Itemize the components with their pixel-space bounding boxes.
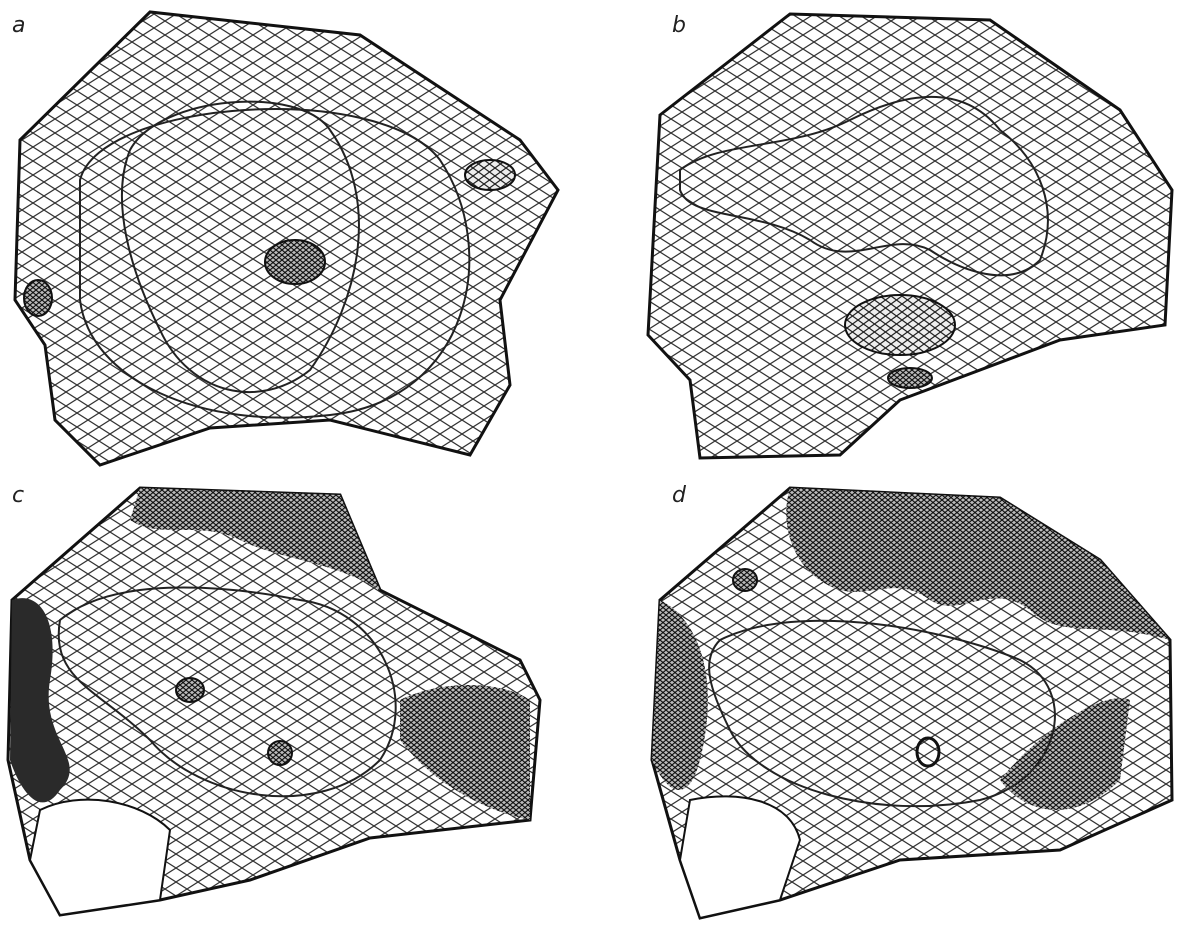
map-outline [648,14,1172,458]
panel-label: b [672,13,686,38]
core [465,160,515,190]
panel-b: b [648,13,1172,458]
panel-label: d [672,483,687,508]
panel-d: d [652,483,1172,918]
panel-a: a [12,12,558,465]
core [845,295,955,355]
blank-zone [30,800,170,915]
core [265,240,325,284]
core [268,741,292,765]
core [888,368,932,388]
panel-label: c [12,483,24,508]
map-outline [15,12,558,465]
core [24,280,52,316]
core [176,678,204,702]
figure: a b c d [0,0,1177,925]
panel-label: a [12,13,25,38]
panel-c: c [8,483,540,915]
core [733,569,757,591]
